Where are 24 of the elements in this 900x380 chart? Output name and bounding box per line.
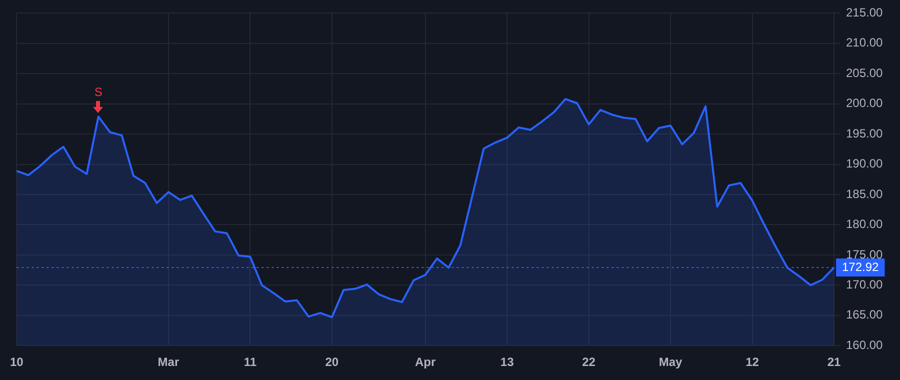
y-tick-label: 180.00	[846, 217, 884, 232]
y-tick-label: 165.00	[846, 308, 884, 322]
y-tick-label: 170.00	[846, 277, 884, 292]
x-tick-label: 21	[827, 355, 841, 370]
y-tick-label: 210.00	[846, 36, 884, 50]
x-tick-label: 10	[10, 355, 24, 370]
y-tick-label: 190.00	[846, 156, 884, 171]
y-tick-label: 205.00	[846, 66, 884, 80]
y-tick-label: 195.00	[846, 126, 884, 140]
y-tick-label: 185.00	[846, 186, 884, 201]
x-tick-label: 13	[500, 355, 514, 370]
y-tick-label: 175.00	[846, 247, 884, 262]
x-tick-label: 22	[582, 355, 596, 370]
x-tick-label: Mar	[158, 355, 180, 370]
annotation: S	[93, 84, 104, 99]
x-tick-label: 20	[325, 355, 339, 370]
y-tick-label: 200.00	[846, 96, 884, 110]
y-tick-label: 160.00	[846, 338, 884, 352]
y-tick-label: 215.00	[846, 6, 884, 20]
ref-line-label: 172.92	[842, 260, 880, 274]
x-tick-label: 11	[244, 355, 257, 370]
x-tick-label: 12	[746, 355, 760, 370]
x-tick-label: May	[658, 355, 683, 370]
x-tick-label: Apr	[415, 355, 436, 370]
